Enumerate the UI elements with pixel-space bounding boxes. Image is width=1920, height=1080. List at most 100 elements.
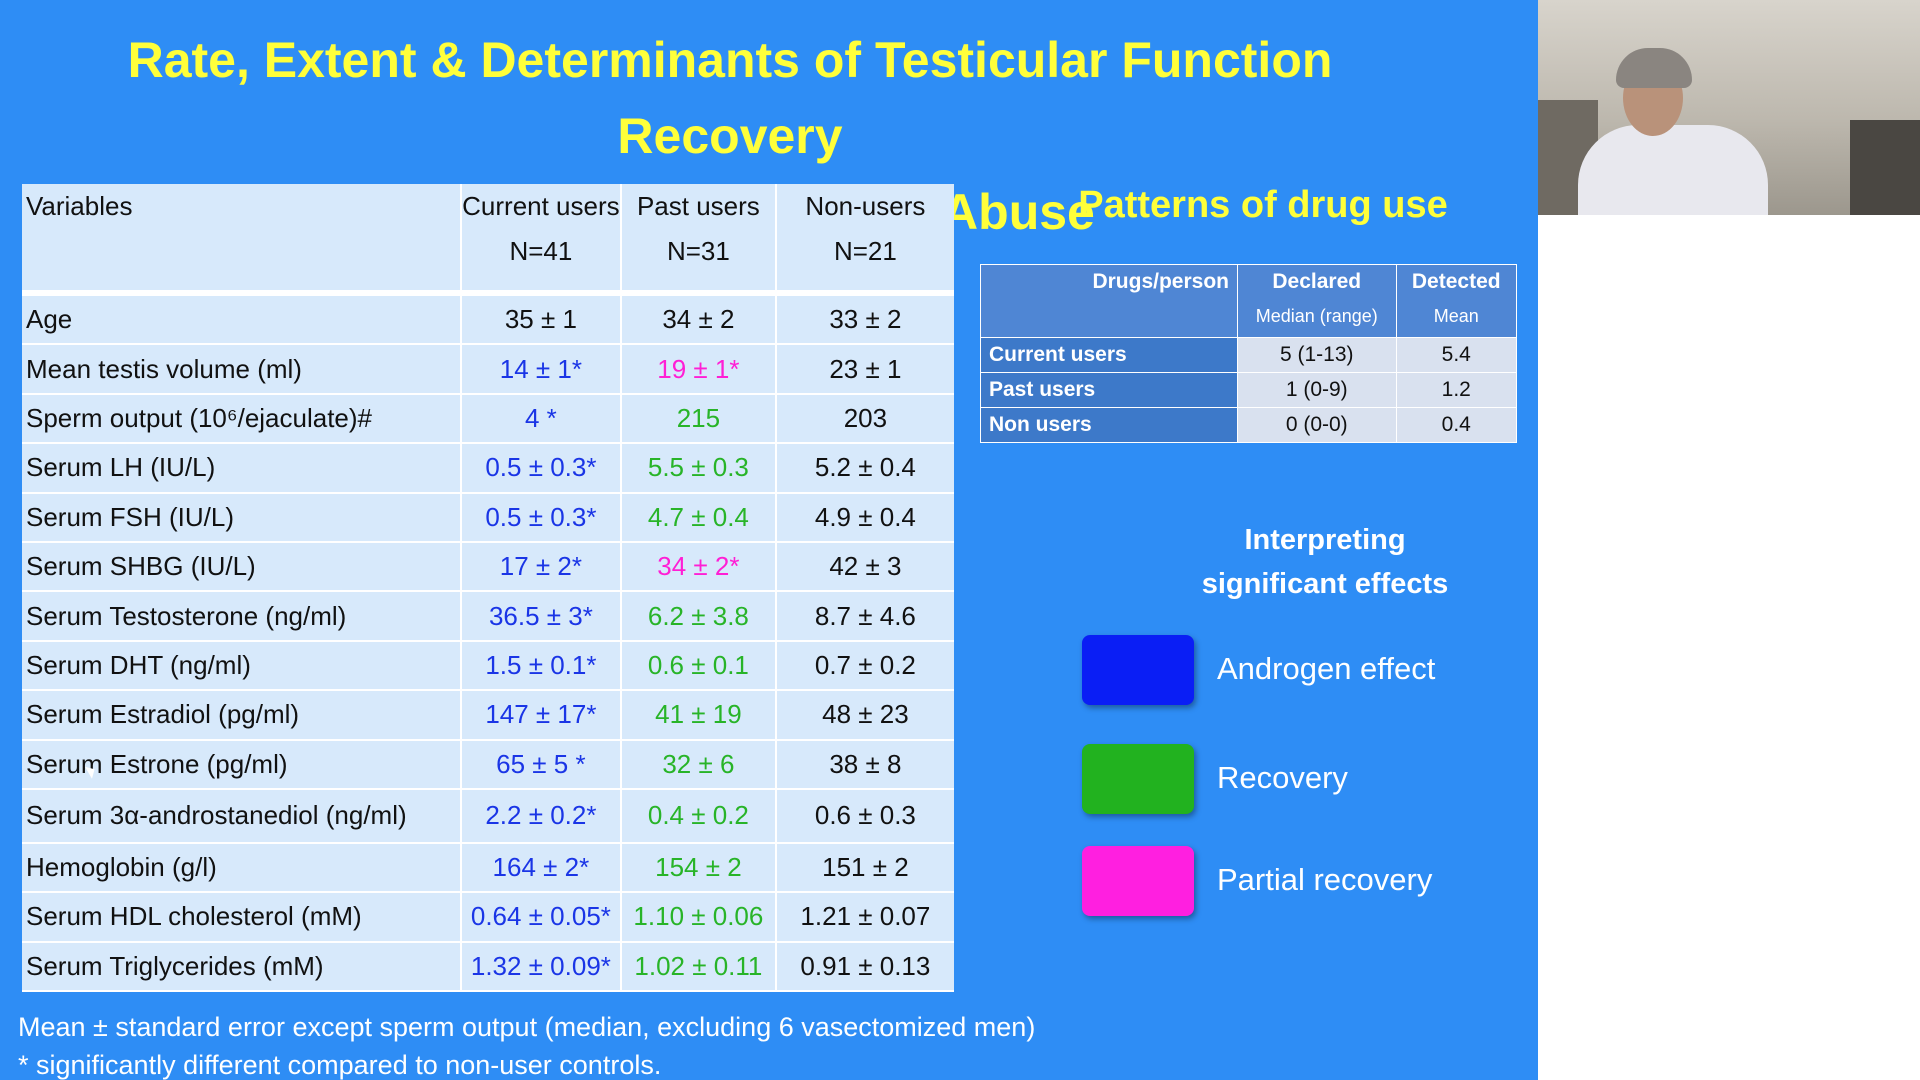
- row-label: Serum SHBG (IU/L): [22, 541, 462, 593]
- drug-row-label: Current users: [980, 337, 1238, 373]
- cell-past: 154 ± 2: [621, 842, 777, 894]
- cell-current: 0.5 ± 0.3*: [460, 492, 623, 543]
- drug-row-detected: 5.4: [1395, 337, 1517, 373]
- legend-swatch-androgen-effect: [1082, 635, 1194, 705]
- row-label: Serum FSH (IU/L): [22, 492, 462, 543]
- legend-title: Interpreting significant effects: [1160, 518, 1490, 606]
- slide-footnote: Mean ± standard error except sperm outpu…: [18, 1008, 1035, 1080]
- row-label: Serum Estrone (pg/ml): [22, 739, 462, 790]
- header-non-users: Non-users N=21: [775, 184, 954, 296]
- header-current-label: Current users: [462, 191, 620, 221]
- cell-non: 0.6 ± 0.3: [775, 788, 954, 844]
- speaker-hair: [1616, 48, 1692, 88]
- cell-current: 164 ± 2*: [460, 842, 623, 894]
- cell-non: 33 ± 2: [775, 293, 954, 346]
- footnote-line-1: Mean ± standard error except sperm outpu…: [18, 1012, 1036, 1042]
- table-row: Serum FSH (IU/L) 0.5 ± 0.3* 4.7 ± 0.4 4.…: [22, 492, 954, 543]
- cell-current: 2.2 ± 0.2*: [460, 788, 623, 844]
- row-label: Mean testis volume (ml): [22, 344, 462, 395]
- drug-use-table: Drugs/person Declared Median (range) Det…: [980, 264, 1517, 443]
- cell-current: 0.5 ± 0.3*: [460, 443, 623, 494]
- header-non-n: N=21: [833, 236, 897, 266]
- row-label: Sperm output (10⁶/ejaculate)#: [22, 393, 462, 445]
- cell-current: 65 ± 5 *: [460, 739, 623, 790]
- legend-swatch-recovery: [1082, 744, 1194, 814]
- header-detected-label: Detected: [1411, 270, 1501, 293]
- speaker-body: [1578, 125, 1768, 215]
- legend-title-line-2: significant effects: [1201, 568, 1449, 600]
- table-row: Serum DHT (ng/ml) 1.5 ± 0.1* 0.6 ± 0.1 0…: [22, 640, 954, 692]
- cell-non: 1.21 ± 0.07: [775, 892, 954, 943]
- legend-label: Partial recovery: [1217, 862, 1433, 897]
- cell-past: 1.02 ± 0.11: [621, 941, 777, 993]
- cell-current: 147 ± 17*: [460, 690, 623, 741]
- header-current-users: Current users N=41: [460, 184, 623, 296]
- cell-current: 0.64 ± 0.05*: [460, 892, 623, 943]
- drug-table-row: Current users 5 (1-13) 5.4: [980, 337, 1517, 373]
- header-past-n: N=31: [666, 236, 730, 266]
- cell-past: 0.4 ± 0.2: [621, 788, 777, 844]
- cell-non: 23 ± 1: [775, 344, 954, 395]
- drug-table-header: Drugs/person Declared Median (range) Det…: [980, 264, 1517, 338]
- cell-current: 14 ± 1*: [460, 344, 623, 395]
- cell-non: 5.2 ± 0.4: [775, 443, 954, 494]
- header-past-label: Past users: [636, 191, 760, 221]
- table-row: Age 35 ± 1 34 ± 2 33 ± 2: [22, 293, 954, 346]
- cell-current: 4 *: [460, 393, 623, 445]
- cell-non: 8.7 ± 4.6: [775, 591, 954, 642]
- legend-title-line-1: Interpreting: [1244, 524, 1406, 556]
- legend-swatch-partial-recovery: [1082, 846, 1194, 916]
- drug-row-label: Non users: [980, 407, 1238, 443]
- header-declared: Declared Median (range): [1237, 264, 1397, 338]
- drug-row-label: Past users: [980, 372, 1238, 408]
- patterns-title: Patterns of drug use: [1078, 184, 1448, 226]
- cell-non: 0.7 ± 0.2: [775, 640, 954, 692]
- cell-current: 35 ± 1: [460, 293, 623, 346]
- cell-past: 41 ± 19: [621, 690, 777, 741]
- table-row: Serum SHBG (IU/L) 17 ± 2* 34 ± 2* 42 ± 3: [22, 541, 954, 593]
- header-current-n: N=41: [509, 236, 573, 266]
- table-row: Hemoglobin (g/l) 164 ± 2* 154 ± 2 151 ± …: [22, 842, 954, 894]
- drug-row-declared: 5 (1-13): [1237, 337, 1397, 373]
- table-row: Serum Triglycerides (mM) 1.32 ± 0.09* 1.…: [22, 941, 954, 993]
- cell-past: 32 ± 6: [621, 739, 777, 790]
- row-label: Age: [22, 293, 462, 346]
- cell-non: 42 ± 3: [775, 541, 954, 593]
- presentation-slide: Rate, Extent & Determinants of Testicula…: [0, 0, 1538, 1080]
- cell-non: 0.91 ± 0.13: [775, 941, 954, 993]
- header-declared-sub: Median (range): [1255, 306, 1378, 326]
- cell-non: 38 ± 8: [775, 739, 954, 790]
- header-detected: Detected Mean: [1395, 264, 1517, 338]
- header-declared-label: Declared: [1272, 270, 1362, 293]
- row-label: Serum HDL cholesterol (mM): [22, 892, 462, 943]
- legend-item-androgen-effect: Androgen effect: [1082, 635, 1502, 707]
- cell-past: 1.10 ± 0.06: [621, 892, 777, 943]
- cell-past: 0.6 ± 0.1: [621, 640, 777, 692]
- legend-label: Androgen effect: [1217, 651, 1436, 686]
- drug-table-row: Past users 1 (0-9) 1.2: [980, 372, 1517, 408]
- cell-past: 6.2 ± 3.8: [621, 591, 777, 642]
- table-row: Serum 3α-androstanediol (ng/ml) 2.2 ± 0.…: [22, 788, 954, 844]
- row-label: Serum LH (IU/L): [22, 443, 462, 494]
- row-label: Serum Triglycerides (mM): [22, 941, 462, 993]
- cell-past: 4.7 ± 0.4: [621, 492, 777, 543]
- drug-row-detected: 0.4: [1395, 407, 1517, 443]
- header-variables: Variables: [22, 184, 462, 296]
- cell-past: 34 ± 2*: [621, 541, 777, 593]
- row-label: Serum DHT (ng/ml): [22, 640, 462, 692]
- cell-non: 151 ± 2: [775, 842, 954, 894]
- row-label: Hemoglobin (g/l): [22, 842, 462, 894]
- cell-non: 48 ± 23: [775, 690, 954, 741]
- legend-label: Recovery: [1217, 760, 1348, 795]
- drug-row-declared: 1 (0-9): [1237, 372, 1397, 408]
- drug-row-declared: 0 (0-0): [1237, 407, 1397, 443]
- cell-current: 1.32 ± 0.09*: [460, 941, 623, 993]
- drug-table-row: Non users 0 (0-0) 0.4: [980, 407, 1517, 443]
- table-row: Serum Estradiol (pg/ml) 147 ± 17* 41 ± 1…: [22, 690, 954, 741]
- legend-item-partial-recovery: Partial recovery: [1082, 846, 1502, 918]
- table-row: Sperm output (10⁶/ejaculate)# 4 * 215 20…: [22, 393, 954, 445]
- header-detected-sub: Mean: [1433, 306, 1479, 326]
- cell-past: 19 ± 1*: [621, 344, 777, 395]
- speaker-video-thumbnail[interactable]: [1538, 0, 1920, 215]
- table-row: Mean testis volume (ml) 14 ± 1* 19 ± 1* …: [22, 344, 954, 395]
